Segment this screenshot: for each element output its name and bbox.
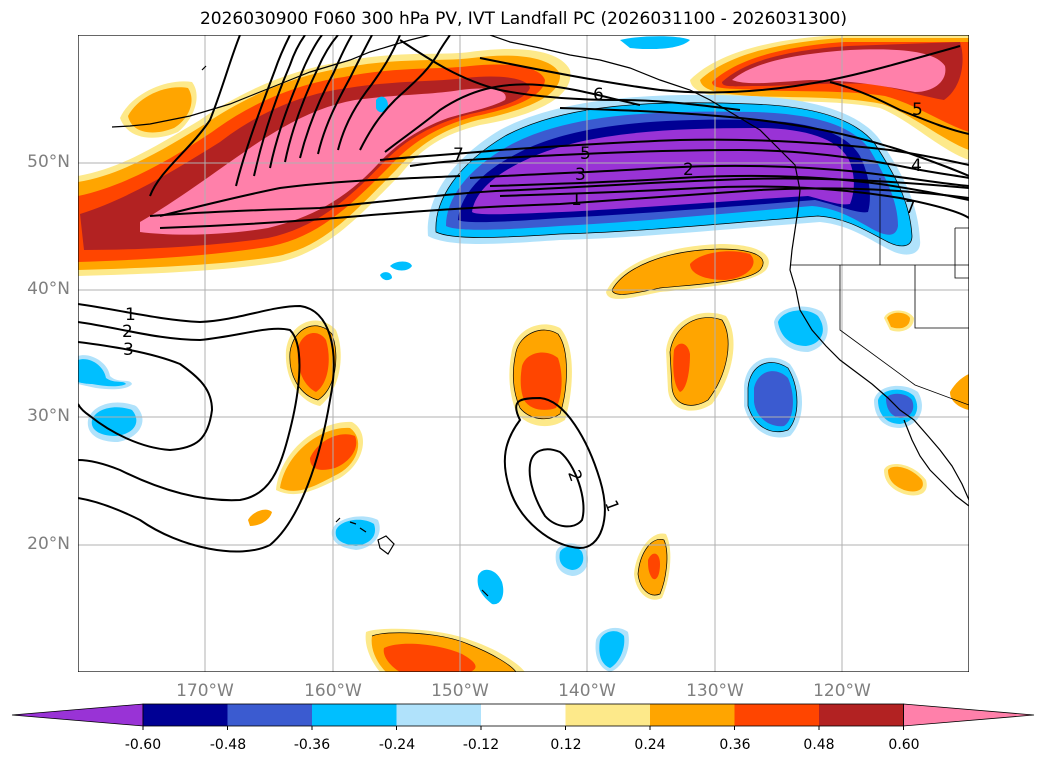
colorbar-segment bbox=[819, 704, 904, 726]
colorbar-segment bbox=[143, 704, 228, 726]
lon-label-150w: 150°W bbox=[431, 681, 489, 701]
anomaly-outlines bbox=[289, 102, 913, 672]
contour-label-7a: 7 bbox=[453, 145, 464, 165]
ivt-contours-north bbox=[149, 35, 969, 229]
colorbar-extend-left bbox=[11, 703, 144, 727]
graticule bbox=[78, 35, 969, 672]
contour-label-west-1: 1 bbox=[125, 305, 136, 325]
contour-label-6: 6 bbox=[593, 85, 604, 105]
colorbar-segment bbox=[650, 704, 735, 726]
contour-label-5b: 5 bbox=[912, 100, 923, 120]
coastlines bbox=[111, 35, 969, 597]
colorbar-label: -0.12 bbox=[462, 737, 500, 753]
colorbar-label: 0.48 bbox=[803, 737, 835, 753]
colorbar-label: 0.36 bbox=[719, 737, 751, 753]
ivt-contours-west bbox=[78, 303, 335, 553]
lat-label-50n: 50°N bbox=[27, 152, 70, 172]
contour-label-1a: 1 bbox=[571, 190, 582, 210]
colorbar-segment bbox=[481, 704, 566, 726]
lon-label-120w: 120°W bbox=[813, 681, 871, 701]
lat-label-20n: 20°N bbox=[27, 534, 70, 554]
contour-label-4: 4 bbox=[911, 156, 922, 176]
contour-label-3: 3 bbox=[575, 165, 586, 185]
colorbar bbox=[11, 703, 1035, 730]
colorbar-label: -0.24 bbox=[378, 737, 416, 753]
colorbar-frame bbox=[142, 703, 904, 727]
lon-label-170w: 170°W bbox=[176, 681, 234, 701]
scattered-anomalies bbox=[78, 36, 969, 672]
lon-label-130w: 130°W bbox=[686, 681, 744, 701]
colorbar-label: 0.12 bbox=[550, 737, 582, 753]
colorbar-segment bbox=[565, 704, 651, 726]
colorbar-label: -0.36 bbox=[293, 737, 331, 753]
contour-label-7b: 7 bbox=[905, 198, 916, 218]
contour-label-west-2: 2 bbox=[122, 322, 133, 342]
contour-label-west-3: 3 bbox=[123, 340, 134, 360]
ivt-contours-south bbox=[503, 396, 606, 550]
colorbar-label: -0.48 bbox=[209, 737, 247, 753]
map-title: 2026030900 F060 300 hPa PV, IVT Landfall… bbox=[199, 9, 847, 29]
contour-label-5a: 5 bbox=[580, 144, 591, 164]
colorbar-segment bbox=[227, 704, 313, 726]
lat-label-40n: 40°N bbox=[27, 279, 70, 299]
lon-label-140w: 140°W bbox=[558, 681, 616, 701]
contour-label-2a: 2 bbox=[683, 160, 694, 180]
lat-label-30n: 30°N bbox=[27, 406, 70, 426]
colorbar-label: 0.24 bbox=[634, 737, 666, 753]
colorbar-segment bbox=[396, 704, 482, 726]
colorbar-label: 0.60 bbox=[888, 737, 920, 753]
colorbar-segment bbox=[734, 704, 820, 726]
lon-label-160w: 160°W bbox=[304, 681, 362, 701]
colorbar-extend-right bbox=[903, 703, 1035, 727]
colorbar-label: -0.60 bbox=[124, 737, 162, 753]
colorbar-segment bbox=[312, 704, 397, 726]
